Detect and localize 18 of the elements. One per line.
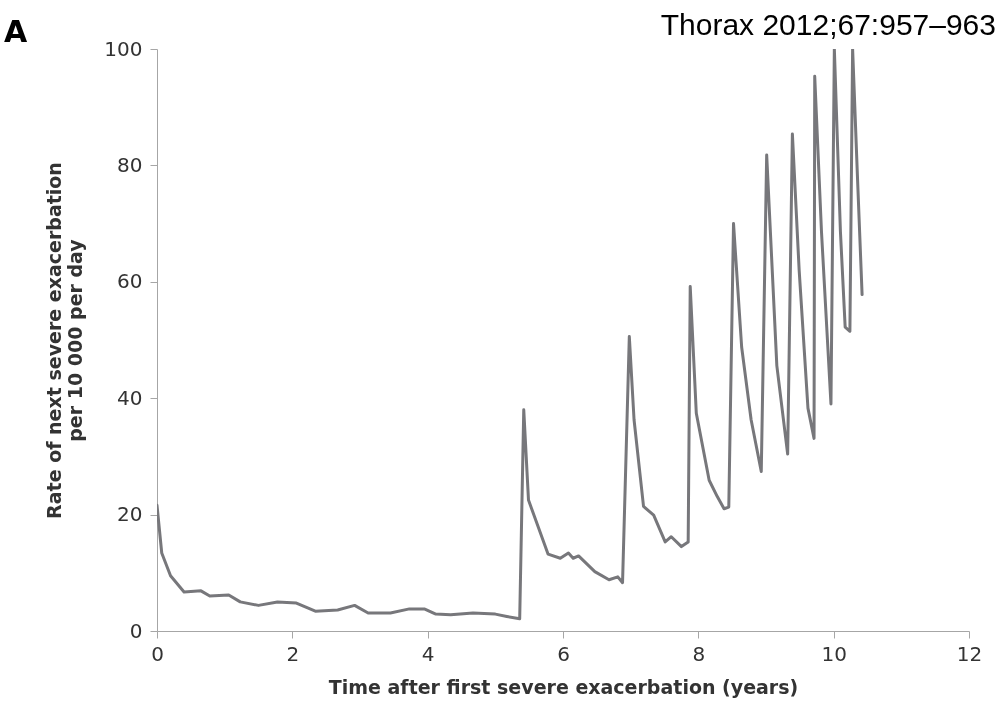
x-tick-label: 0 — [151, 641, 164, 666]
text: Thorax 2012;67:957–963 — [660, 8, 996, 42]
y-axis-title: Rate of next severe exacerbation per 10 000 per day — [43, 162, 87, 519]
text: A — [4, 14, 28, 49]
y-tick-label: 80 — [117, 152, 143, 177]
x-tick-label: 4 — [421, 641, 435, 666]
line-series — [157, 49, 864, 621]
y-tick-label: 20 — [117, 502, 143, 527]
x-tick-label: 8 — [692, 641, 706, 666]
x-tick-label: 2 — [286, 641, 300, 666]
y-tick-label: 40 — [117, 385, 143, 410]
x-tick-label: 12 — [956, 641, 983, 666]
y-tick-label: 60 — [117, 269, 143, 294]
x-axis-title: Time after first severe exacerbation (years) — [328, 675, 799, 698]
x-tick-label: 6 — [557, 641, 570, 666]
x-tick-label: 10 — [821, 641, 847, 666]
y-tick-label: 100 — [104, 36, 143, 61]
y-tick-label: 0 — [129, 618, 143, 643]
